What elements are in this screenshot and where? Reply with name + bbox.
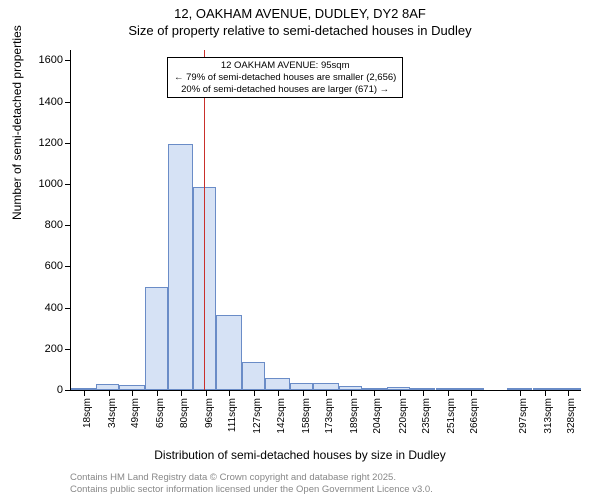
footer-line-2: Contains public sector information licen… (70, 484, 433, 495)
histogram-bar (313, 383, 338, 390)
x-tick (206, 390, 207, 396)
x-tick-label: 127sqm (252, 398, 263, 434)
x-tick (351, 390, 352, 396)
x-tick-label: 235sqm (421, 398, 432, 434)
x-tick (181, 390, 182, 396)
x-tick-label: 49sqm (130, 398, 141, 428)
x-tick (448, 390, 449, 396)
x-tick-label: 220sqm (398, 398, 409, 434)
histogram-bar (242, 362, 265, 390)
y-tick-label: 200 (45, 343, 63, 355)
x-tick (84, 390, 85, 396)
x-tick (303, 390, 304, 396)
histogram-bar (362, 388, 387, 390)
histogram-bar (410, 388, 435, 390)
x-tick (374, 390, 375, 396)
annot-line-2: ← 79% of semi-detached houses are smalle… (174, 72, 396, 83)
x-tick (423, 390, 424, 396)
histogram-bar (265, 378, 290, 390)
y-tick (65, 308, 71, 309)
plot-area: 0200400600800100012001400160018sqm34sqm4… (70, 50, 581, 391)
x-tick (254, 390, 255, 396)
x-tick-label: 189sqm (349, 398, 360, 434)
y-tick (65, 349, 71, 350)
y-tick-label: 1400 (39, 96, 63, 108)
chart-container: 12, OAKHAM AVENUE, DUDLEY, DY2 8AF Size … (0, 0, 600, 500)
histogram-bar (556, 388, 581, 390)
x-tick-label: 142sqm (276, 398, 287, 434)
x-tick (400, 390, 401, 396)
histogram-bar (168, 144, 193, 390)
y-tick (65, 266, 71, 267)
y-tick (65, 225, 71, 226)
histogram-bar (507, 388, 532, 390)
x-tick (520, 390, 521, 396)
histogram-bar (387, 387, 410, 390)
x-tick-label: 96sqm (204, 398, 215, 428)
y-axis-label: Number of semi-detached properties (10, 25, 24, 220)
histogram-bar (216, 315, 241, 390)
histogram-bar (145, 287, 168, 390)
chart-title: 12, OAKHAM AVENUE, DUDLEY, DY2 8AF Size … (0, 0, 600, 40)
histogram-bar (119, 385, 144, 390)
y-tick (65, 390, 71, 391)
x-tick (132, 390, 133, 396)
annot-line-1: 12 OAKHAM AVENUE: 95sqm (221, 60, 350, 71)
x-tick-label: 158sqm (301, 398, 312, 434)
title-line-1: 12, OAKHAM AVENUE, DUDLEY, DY2 8AF (174, 6, 426, 21)
x-tick-label: 297sqm (518, 398, 529, 434)
x-tick (109, 390, 110, 396)
footer-line-1: Contains HM Land Registry data © Crown c… (70, 472, 396, 483)
y-tick-label: 1000 (39, 178, 63, 190)
x-tick (326, 390, 327, 396)
y-tick-label: 1200 (39, 137, 63, 149)
attribution-footer: Contains HM Land Registry data © Crown c… (70, 472, 433, 496)
annot-line-3: 20% of semi-detached houses are larger (… (181, 84, 389, 95)
x-tick-label: 328sqm (566, 398, 577, 434)
y-tick-label: 1600 (39, 54, 63, 66)
annotation-box: 12 OAKHAM AVENUE: 95sqm← 79% of semi-det… (167, 57, 403, 99)
y-tick (65, 102, 71, 103)
x-tick (278, 390, 279, 396)
y-tick (65, 60, 71, 61)
x-tick-label: 173sqm (324, 398, 335, 434)
title-line-2: Size of property relative to semi-detach… (128, 23, 471, 38)
y-tick-label: 400 (45, 302, 63, 314)
y-tick (65, 143, 71, 144)
x-tick-label: 251sqm (446, 398, 457, 434)
histogram-bar (533, 388, 556, 390)
reference-line (204, 50, 205, 390)
x-tick-label: 18sqm (82, 398, 93, 428)
y-tick (65, 184, 71, 185)
histogram-bar (339, 386, 362, 390)
x-tick-label: 313sqm (543, 398, 554, 434)
y-tick-label: 800 (45, 219, 63, 231)
x-tick (545, 390, 546, 396)
x-tick-label: 204sqm (372, 398, 383, 434)
x-axis-label: Distribution of semi-detached houses by … (0, 448, 600, 462)
x-tick (157, 390, 158, 396)
x-tick-label: 65sqm (155, 398, 166, 428)
x-tick-label: 266sqm (469, 398, 480, 434)
x-tick (471, 390, 472, 396)
x-tick-label: 34sqm (107, 398, 118, 428)
histogram-bar (96, 384, 119, 390)
histogram-bar (71, 388, 96, 390)
histogram-bar (459, 388, 484, 390)
histogram-bar (290, 383, 313, 390)
y-tick-label: 600 (45, 260, 63, 272)
x-tick (568, 390, 569, 396)
x-tick (229, 390, 230, 396)
y-tick-label: 0 (57, 384, 63, 396)
histogram-bar (436, 388, 459, 390)
x-tick-label: 80sqm (179, 398, 190, 428)
x-tick-label: 111sqm (227, 398, 238, 432)
